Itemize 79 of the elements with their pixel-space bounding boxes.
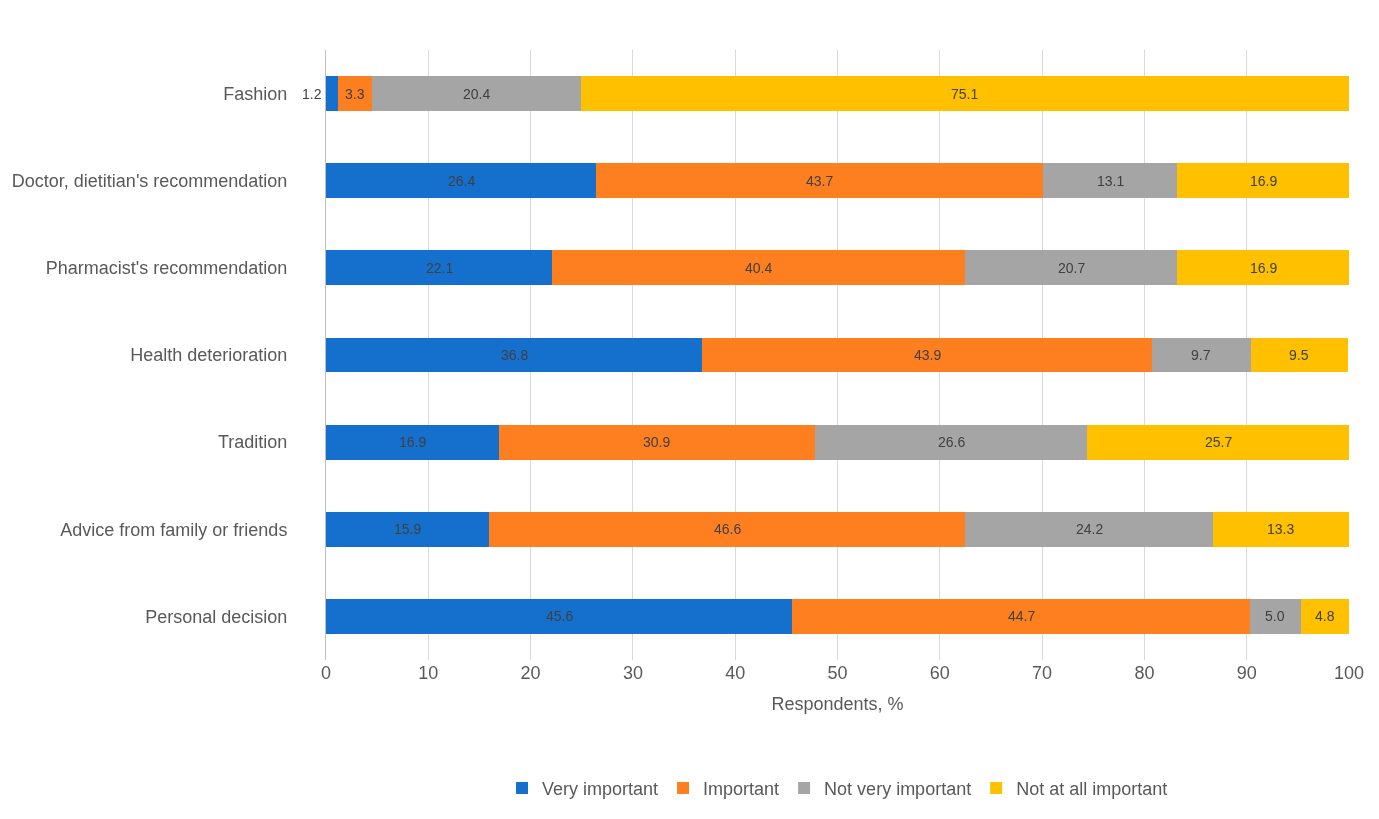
data-label: 43.9: [914, 347, 942, 363]
bar: [965, 511, 1213, 547]
x-tick-label: 40: [725, 663, 746, 683]
data-label: 30.9: [643, 434, 671, 450]
bar: [326, 250, 553, 286]
bar: [1151, 337, 1251, 373]
data-label: 26.4: [448, 173, 476, 189]
legend-label: Not at all important: [1016, 779, 1168, 800]
bar: [1043, 163, 1178, 199]
x-axis-title: Respondents, %: [771, 694, 904, 715]
bar: [702, 337, 1152, 373]
data-label: 9.5: [1289, 347, 1309, 363]
x-tick-label: 80: [1134, 663, 1155, 683]
data-label: 4.8: [1315, 608, 1335, 624]
y-tick-label: Doctor, dietitian's recommendation: [11, 171, 288, 192]
data-label: 20.7: [1058, 260, 1086, 276]
y-tick-label: Tradition: [218, 432, 288, 453]
x-tick-label: 100: [1333, 663, 1365, 683]
bar: [326, 337, 703, 373]
x-tick-label: 50: [827, 663, 848, 683]
y-tick-label: Advice from family or friends: [60, 519, 288, 540]
y-tick-label: Fashion: [223, 83, 288, 104]
bar: [552, 250, 966, 286]
data-label: 40.4: [745, 260, 773, 276]
bar: [326, 599, 793, 634]
legend-label: Very important: [542, 779, 659, 800]
bar: [580, 76, 1349, 111]
data-label: 20.4: [463, 86, 491, 102]
bar: [1250, 337, 1348, 373]
bar: [372, 76, 581, 111]
bar: [1300, 599, 1349, 634]
data-label: 26.6: [938, 434, 966, 450]
x-tick-label: 0: [320, 663, 332, 683]
bar: [326, 163, 597, 199]
data-label: 36.8: [501, 347, 529, 363]
data-label: 13.3: [1267, 521, 1295, 537]
legend-label: Not very important: [824, 779, 972, 800]
x-tick-label: 60: [929, 663, 950, 683]
bar: [498, 424, 815, 460]
x-tick-label: 10: [418, 663, 439, 683]
y-tick-label: Health deterioration: [130, 345, 288, 366]
bar: [596, 163, 1044, 199]
data-label: 16.9: [1250, 173, 1278, 189]
data-label: 25.7: [1205, 434, 1233, 450]
data-label: 22.1: [426, 260, 454, 276]
x-tick-label: 90: [1236, 663, 1257, 683]
bar: [1087, 424, 1349, 460]
data-label: 44.7: [1008, 608, 1036, 624]
bar: [792, 599, 1250, 634]
data-label: 3.3: [345, 86, 365, 102]
data-label: 16.9: [399, 434, 427, 450]
data-label: 15.9: [394, 521, 422, 537]
x-tick-label: 30: [622, 663, 643, 683]
bar: [1249, 599, 1301, 634]
data-label: 13.1: [1097, 173, 1125, 189]
x-tick-label: 70: [1032, 663, 1053, 683]
bar: [965, 250, 1178, 286]
data-label: 9.7: [1191, 347, 1211, 363]
y-tick-label: Pharmacist's recommendation: [45, 258, 288, 279]
x-tick-label: 20: [520, 663, 541, 683]
bar: [326, 424, 499, 460]
data-label: 24.2: [1076, 521, 1104, 537]
data-label: 43.7: [806, 173, 834, 189]
bar: [326, 511, 489, 547]
data-label: 75.1: [951, 86, 979, 102]
data-label: 45.6: [546, 608, 574, 624]
bar: [1177, 250, 1349, 286]
bar: [488, 511, 966, 547]
bar: [814, 424, 1088, 460]
data-label: 16.9: [1250, 260, 1278, 276]
data-label: 46.6: [714, 521, 742, 537]
bar: [1177, 163, 1349, 199]
data-label: 1.2: [302, 86, 322, 102]
bar: [1212, 511, 1349, 547]
bar: [326, 76, 339, 111]
data-label: 5.0: [1265, 608, 1285, 624]
y-tick-label: Personal decision: [145, 606, 288, 627]
legend-label: Important: [703, 779, 780, 800]
bar: [338, 76, 373, 111]
